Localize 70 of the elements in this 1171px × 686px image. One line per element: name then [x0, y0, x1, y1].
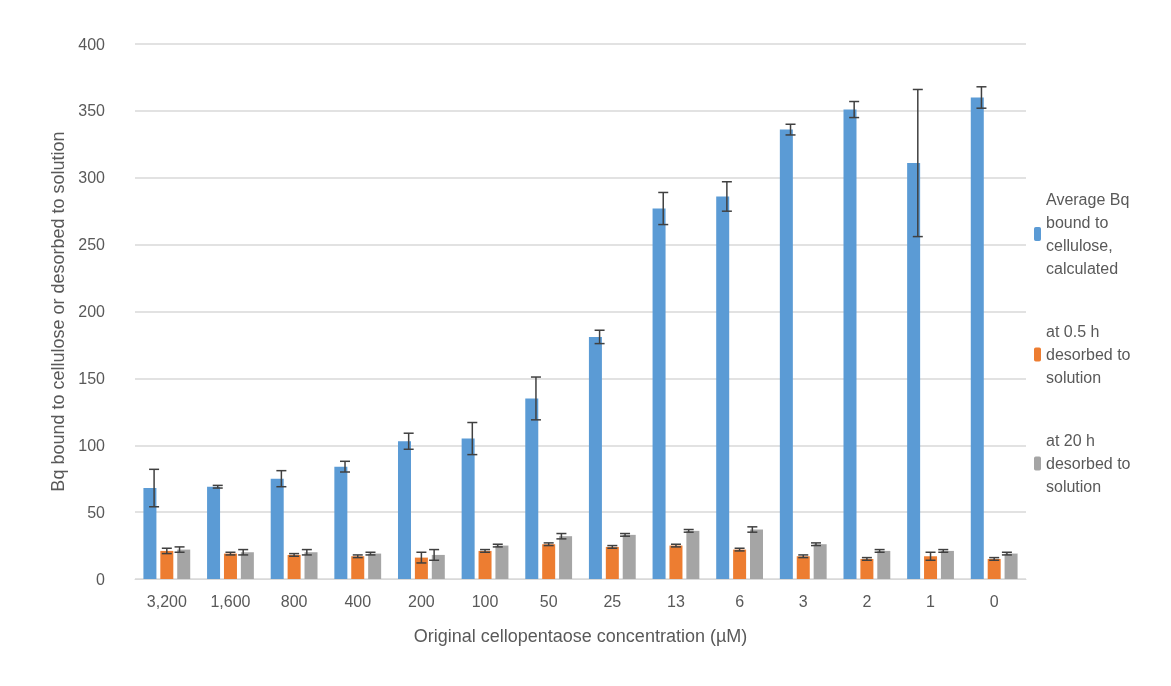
bar: [270, 478, 284, 579]
bar: [622, 534, 636, 579]
bar: [605, 546, 619, 579]
bar: [368, 553, 382, 579]
x-tick-label: 0: [989, 592, 999, 610]
bar: [669, 545, 683, 579]
x-tick-label: 800: [280, 592, 308, 610]
y-tick-label: 100: [78, 436, 106, 454]
x-tick-label: 2: [862, 592, 872, 610]
x-tick-label: 100: [471, 592, 499, 610]
bar: [431, 554, 445, 579]
bar: [287, 554, 301, 579]
x-tick-label: 400: [344, 592, 372, 610]
bar: [796, 556, 810, 579]
bar: [716, 196, 730, 579]
bar: [177, 549, 191, 579]
bar: [843, 109, 857, 579]
bar: [304, 552, 318, 579]
y-axis-title: Bq bound to cellulose or desorbed to solution: [48, 131, 68, 492]
y-tick-label: 300: [78, 169, 106, 187]
x-tick-label: 200: [408, 592, 435, 610]
bar: [559, 536, 573, 579]
bar: [525, 398, 539, 579]
bar: [813, 544, 827, 579]
bar: [461, 438, 475, 579]
bar: [207, 486, 221, 579]
x-tick-label: 3: [798, 592, 808, 610]
x-tick-label: 1: [926, 592, 936, 610]
bar: [397, 441, 411, 579]
bar: [750, 529, 764, 579]
bar: [223, 553, 237, 579]
y-tick-label: 150: [78, 369, 106, 387]
bar: [907, 163, 921, 579]
bar: [542, 544, 556, 579]
y-tick-label: 250: [78, 236, 106, 254]
bar: [334, 466, 348, 579]
legend-label: at 0.5 h desorbed to solution: [1046, 323, 1135, 386]
bar: [588, 336, 602, 579]
y-tick-label: 400: [78, 35, 106, 53]
x-tick-label: 3,200: [146, 592, 187, 610]
y-tick-label: 50: [87, 503, 106, 521]
bar: [1004, 553, 1018, 579]
bar: [987, 558, 1001, 579]
legend-label: at 20 h desorbed to solution: [1046, 432, 1135, 495]
y-tick-label: 200: [78, 303, 106, 320]
x-axis-title: Original cellopentaose concentration (µM): [413, 626, 748, 646]
bar: [940, 550, 954, 579]
bar: [478, 550, 492, 579]
bar: [414, 557, 428, 579]
bar: [495, 545, 509, 579]
bar: [686, 530, 700, 579]
bar: [143, 488, 157, 579]
bar: [351, 556, 365, 579]
y-tick-label: 350: [78, 102, 106, 120]
bar: [860, 558, 874, 579]
bar: [924, 556, 938, 579]
x-tick-label: 13: [667, 592, 685, 610]
x-tick-label: 6: [735, 592, 745, 610]
y-tick-label: 0: [96, 570, 106, 588]
legend-label: Average Bq bound to cellulose, calculated: [1046, 191, 1134, 277]
x-tick-label: 50: [539, 592, 558, 610]
bar: [652, 208, 666, 579]
bar: [240, 552, 254, 579]
bar: [160, 550, 174, 579]
bar: [733, 549, 747, 579]
x-tick-label: 1,600: [210, 592, 251, 610]
x-tick-label: 25: [603, 592, 622, 610]
bar: [779, 129, 793, 579]
bar: [970, 97, 984, 579]
bar: [877, 550, 891, 579]
